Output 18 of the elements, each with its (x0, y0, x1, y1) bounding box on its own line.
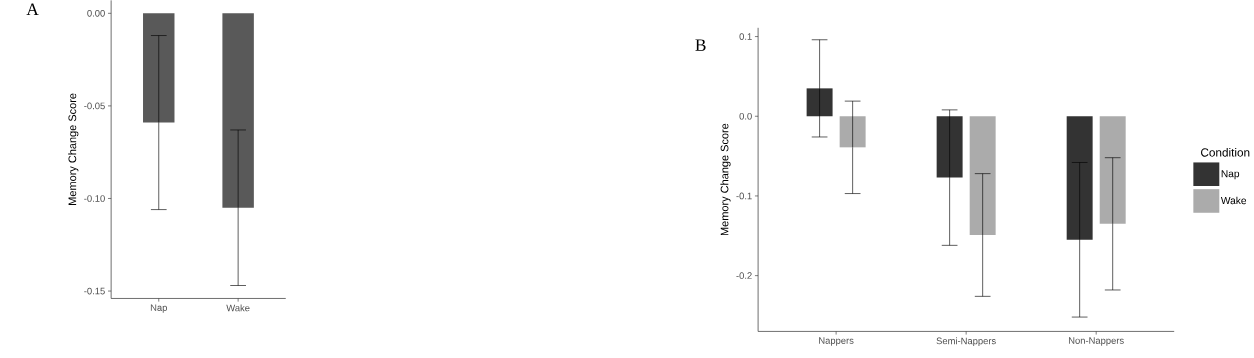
y-tick-label: -0.10 (84, 195, 105, 202)
legend-label: Wake (1220, 196, 1247, 205)
y-tick-label: -0.05 (84, 102, 105, 110)
x-tick-label: Nappers (819, 337, 854, 346)
y-tick-label: 0.0 (739, 113, 752, 120)
y-tick-label: 0.00 (87, 10, 105, 17)
y-axis-title: Memory Change Score (720, 123, 731, 236)
y-axis-title: Memory Change Score (68, 93, 79, 206)
legend-label: Nap (1221, 170, 1240, 180)
y-tick-label: -0.1 (736, 192, 752, 200)
y-tick-label: 0.1 (739, 33, 752, 41)
x-tick-label: Semi-Nappers (936, 337, 996, 347)
x-tick-label: Non-Nappers (1068, 337, 1124, 346)
y-tick-label: -0.15 (84, 287, 105, 295)
legend-title: Condition (1201, 148, 1250, 157)
text: A (26, 3, 39, 16)
y-tick-label: -0.2 (736, 272, 752, 280)
text: B (695, 39, 706, 51)
